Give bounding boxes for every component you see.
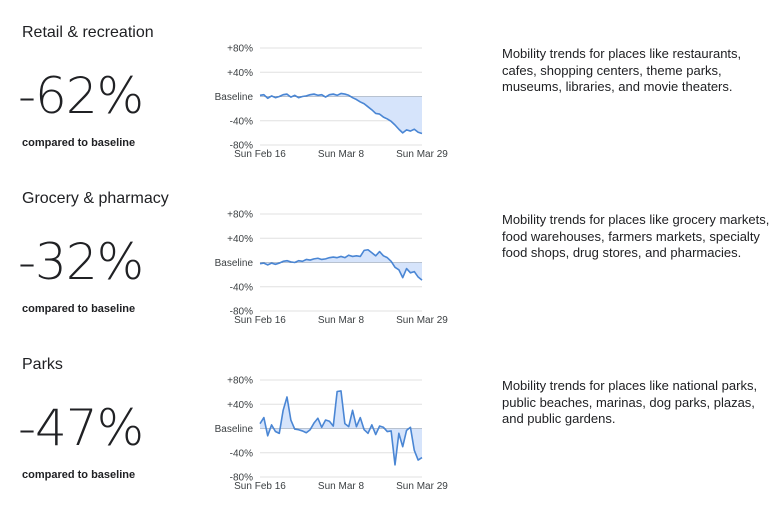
y-tick-label: +40% xyxy=(227,400,253,411)
y-tick-label: -40% xyxy=(230,282,253,293)
trend-line xyxy=(259,390,423,466)
category-section-grocery: Grocery & pharmacy -32% compared to base… xyxy=(0,166,780,332)
x-tick-label: Sun Mar 29 xyxy=(396,481,448,492)
percent-change: -62% xyxy=(18,67,144,125)
baseline-deviation-area xyxy=(260,249,422,281)
category-section-parks: Parks -47% compared to baseline +80% +40%… xyxy=(0,332,780,498)
trend-line xyxy=(259,92,423,135)
x-tick-label: Sun Mar 8 xyxy=(318,481,365,492)
category-title: Parks xyxy=(22,356,63,373)
x-tick-label: Sun Mar 29 xyxy=(396,149,448,160)
baseline-deviation-area xyxy=(260,390,422,465)
compared-to-baseline-label: compared to baseline xyxy=(22,137,136,149)
y-tick-label: +40% xyxy=(227,234,253,245)
percent-change: -47% xyxy=(18,399,144,457)
y-tick-label: -80% xyxy=(230,141,253,152)
x-tick-label: Sun Mar 29 xyxy=(396,315,448,326)
y-tick-label: +80% xyxy=(227,376,253,387)
percent-change: -32% xyxy=(18,233,144,291)
category-title: Retail & recreation xyxy=(22,24,154,41)
x-tick-label: Sun Feb 16 xyxy=(234,149,286,160)
x-tick-label: Sun Feb 16 xyxy=(234,481,286,492)
y-tick-label: -80% xyxy=(230,307,253,318)
y-tick-label: -80% xyxy=(230,473,253,484)
y-tick-label: +80% xyxy=(227,44,253,55)
x-tick-label: Sun Mar 8 xyxy=(318,149,365,160)
y-tick-label: Baseline xyxy=(215,258,254,269)
category-description: Mobility trends for places like grocery … xyxy=(502,212,770,260)
y-tick-label: +80% xyxy=(227,210,253,221)
baseline-deviation-area xyxy=(260,93,422,134)
category-section-retail: Retail & recreation -62% compared to bas… xyxy=(0,0,780,166)
x-tick-label: Sun Feb 16 xyxy=(234,315,286,326)
category-title: Grocery & pharmacy xyxy=(22,190,169,207)
y-tick-label: -40% xyxy=(230,116,253,127)
trend-chart: +80% +40% Baseline -40% -80%Sun Feb 16 Sun Ma… xyxy=(215,210,449,327)
category-description: Mobility trends for places like restaura… xyxy=(502,46,742,94)
compared-to-baseline-label: compared to baseline xyxy=(22,303,136,315)
y-tick-label: -40% xyxy=(230,448,253,459)
trend-line xyxy=(259,248,423,281)
category-description: Mobility trends for places like national… xyxy=(502,378,758,426)
y-tick-label: Baseline xyxy=(215,424,254,435)
y-tick-label: +40% xyxy=(227,68,253,79)
trend-chart: +80% +40% Baseline -40% -80%Sun Feb 16 Sun Ma… xyxy=(215,376,449,493)
y-tick-label: Baseline xyxy=(215,92,254,103)
trend-chart: +80% +40% Baseline -40% -80%Sun Feb 16 Sun Ma… xyxy=(215,44,449,161)
compared-to-baseline-label: compared to baseline xyxy=(22,469,136,481)
x-tick-label: Sun Mar 8 xyxy=(318,315,365,326)
